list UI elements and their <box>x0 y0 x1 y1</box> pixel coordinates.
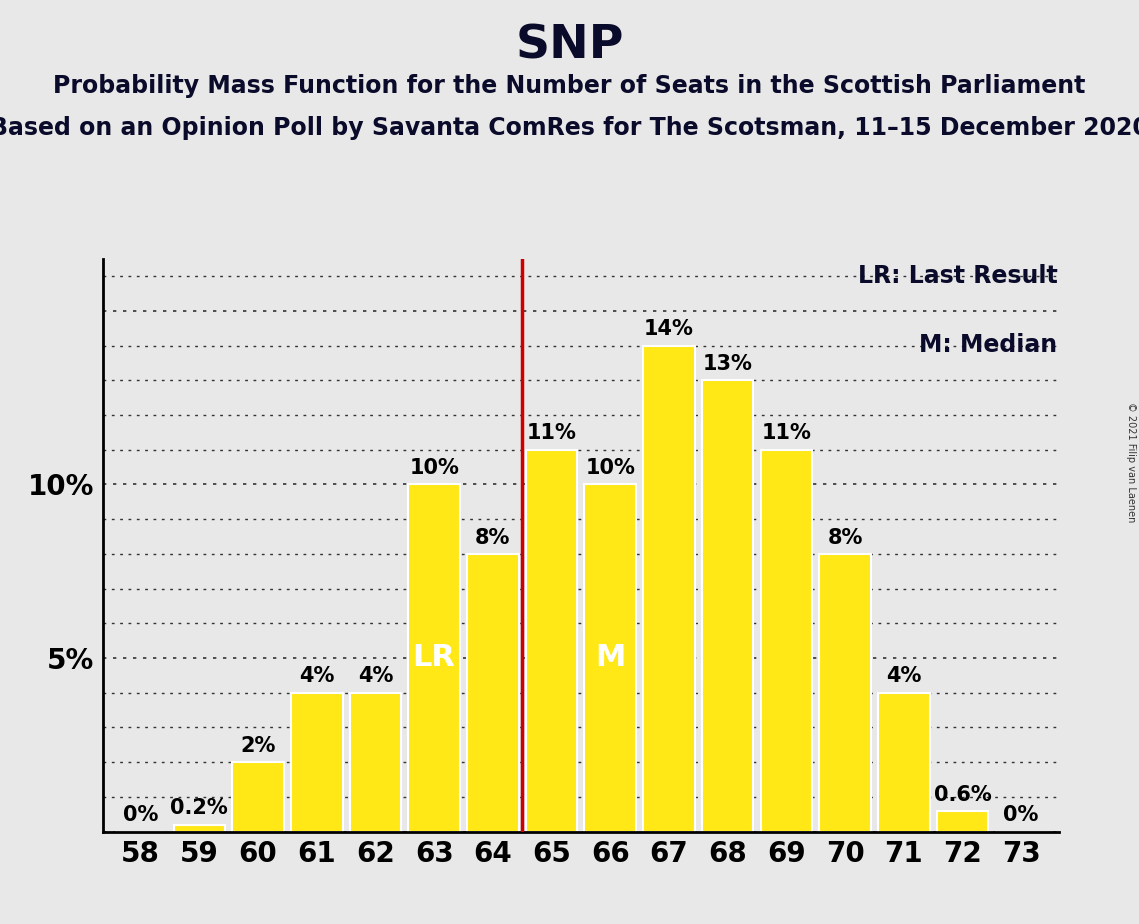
Text: LR: Last Result: LR: Last Result <box>858 264 1057 288</box>
Bar <box>878 693 929 832</box>
Text: SNP: SNP <box>515 23 624 68</box>
Text: 2%: 2% <box>240 736 276 756</box>
Bar <box>467 553 518 832</box>
Text: 14%: 14% <box>644 320 694 339</box>
Text: 13%: 13% <box>703 354 753 374</box>
Text: 4%: 4% <box>300 666 335 687</box>
Bar <box>819 553 871 832</box>
Text: © 2021 Filip van Laenen: © 2021 Filip van Laenen <box>1126 402 1136 522</box>
Text: 8%: 8% <box>475 528 510 548</box>
Bar <box>526 450 577 832</box>
Text: 4%: 4% <box>358 666 393 687</box>
Text: Based on an Opinion Poll by Savanta ComRes for The Scotsman, 11–15 December 2020: Based on an Opinion Poll by Savanta ComR… <box>0 116 1139 140</box>
Bar <box>761 450 812 832</box>
Text: 0.6%: 0.6% <box>934 784 991 805</box>
Bar <box>408 484 460 832</box>
Text: LR: LR <box>412 643 456 673</box>
Text: 11%: 11% <box>526 423 576 444</box>
Text: M: M <box>595 643 625 673</box>
Text: Probability Mass Function for the Number of Seats in the Scottish Parliament: Probability Mass Function for the Number… <box>54 74 1085 98</box>
Text: 11%: 11% <box>761 423 811 444</box>
Bar <box>173 824 226 832</box>
Bar <box>290 693 343 832</box>
Bar <box>936 810 989 832</box>
Text: 10%: 10% <box>409 458 459 478</box>
Text: 0.2%: 0.2% <box>171 798 228 819</box>
Text: 0%: 0% <box>1003 806 1039 825</box>
Bar <box>350 693 401 832</box>
Text: 8%: 8% <box>827 528 862 548</box>
Bar <box>232 762 284 832</box>
Text: 10%: 10% <box>585 458 636 478</box>
Bar <box>702 381 754 832</box>
Text: 4%: 4% <box>886 666 921 687</box>
Bar <box>584 484 636 832</box>
Bar <box>644 346 695 832</box>
Text: M: Median: M: Median <box>919 334 1057 358</box>
Text: 0%: 0% <box>123 806 158 825</box>
